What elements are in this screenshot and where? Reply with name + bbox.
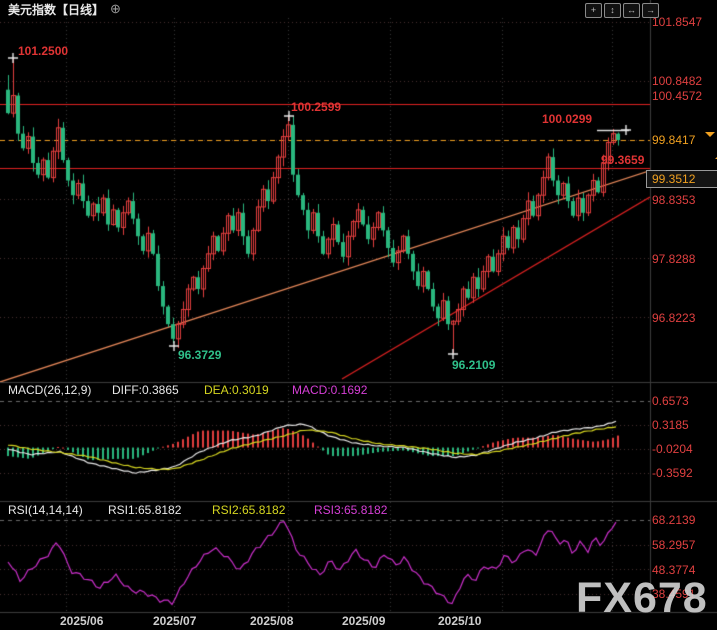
- jump-to-latest-icon[interactable]: →: [642, 3, 659, 18]
- rsi-axis-label: 48.3774: [652, 563, 696, 577]
- scale-horizontal-icon[interactable]: ↔: [623, 3, 640, 18]
- fx678-watermark: FX678: [576, 574, 708, 622]
- last-price-axis-label: 99.8417: [652, 133, 696, 147]
- macd-axis-label: -0.0204: [652, 442, 693, 456]
- x-axis-label: 2025/10: [438, 614, 482, 628]
- price-axis-label: 97.8288: [652, 252, 696, 266]
- macd-axis-label: 0.6573: [652, 394, 689, 408]
- hline-value-label: 100.4572: [652, 89, 703, 103]
- page-title: 美元指数【日线】: [8, 3, 105, 17]
- price-axis-label: 100.8482: [652, 74, 703, 88]
- hline-price-annotation: 99.3659: [601, 153, 645, 167]
- macd-indicator-name: MACD(26,12,9): [8, 383, 92, 397]
- latest-price-marker[interactable]: [705, 132, 717, 159]
- swing-high-annotation: 101.2500: [18, 44, 69, 58]
- rsi-indicator-name: RSI(14,14,14): [8, 503, 83, 517]
- swing-low-annotation: 96.2109: [452, 358, 496, 372]
- crosshair-pan-icon[interactable]: +: [585, 3, 602, 18]
- swing-high-annotation: 100.2599: [291, 100, 342, 114]
- swing-high-annotation: 100.0299: [542, 112, 593, 126]
- macd-diff-value: DIFF:0.3865: [112, 383, 179, 397]
- price-axis-label: 96.8223: [652, 311, 696, 325]
- price-axis-label: 101.8547: [652, 15, 703, 29]
- x-axis-label: 2025/07: [153, 614, 197, 628]
- rsi-axis-label: 68.2139: [652, 513, 696, 527]
- x-axis-label: 2025/08: [250, 614, 294, 628]
- x-axis-label: 2025/06: [60, 614, 104, 628]
- x-axis-label: 2025/09: [342, 614, 386, 628]
- trendline-value-box: 99.3512: [646, 170, 717, 188]
- macd-axis-label: -0.3592: [652, 466, 693, 480]
- scale-vertical-icon[interactable]: ↕: [604, 3, 621, 18]
- macd-axis-label: 0.3185: [652, 418, 689, 432]
- triangle-down-icon: [705, 132, 715, 154]
- price-axis-label: 98.8353: [652, 193, 696, 207]
- rsi3-value: RSI3:65.8182: [314, 503, 388, 517]
- macd-macd-value: MACD:0.1692: [292, 383, 368, 397]
- rsi-axis-label: 58.2957: [652, 538, 696, 552]
- macd-dea-value: DEA:0.3019: [204, 383, 269, 397]
- rsi1-value: RSI1:65.8182: [108, 503, 182, 517]
- indicator-toggle-icon[interactable]: ⊕: [110, 1, 121, 16]
- rsi-axis-label: 38.4591: [652, 587, 696, 601]
- rsi2-value: RSI2:65.8182: [212, 503, 286, 517]
- swing-low-annotation: 96.3729: [178, 348, 222, 362]
